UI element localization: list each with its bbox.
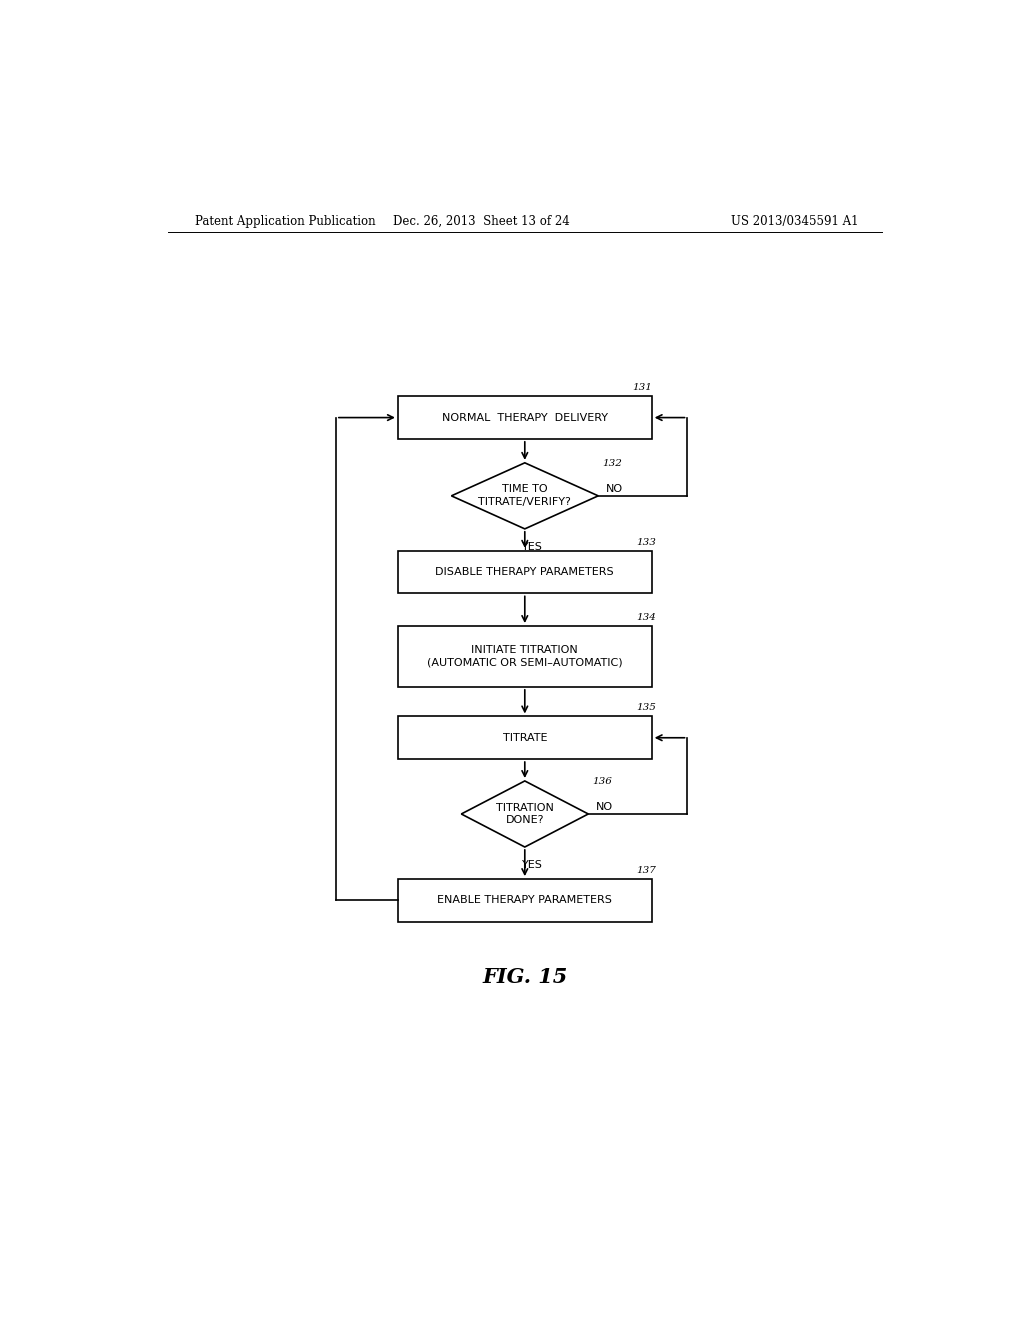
FancyBboxPatch shape [397,717,651,759]
Text: 137: 137 [636,866,655,875]
Text: Patent Application Publication: Patent Application Publication [196,215,376,228]
FancyBboxPatch shape [397,550,651,594]
Text: YES: YES [522,543,543,552]
Text: US 2013/0345591 A1: US 2013/0345591 A1 [731,215,859,228]
FancyBboxPatch shape [397,626,651,686]
Text: Dec. 26, 2013  Sheet 13 of 24: Dec. 26, 2013 Sheet 13 of 24 [393,215,569,228]
Text: NORMAL  THERAPY  DELIVERY: NORMAL THERAPY DELIVERY [441,413,608,422]
Text: ENABLE THERAPY PARAMETERS: ENABLE THERAPY PARAMETERS [437,895,612,906]
Text: TIME TO
TITRATE/VERIFY?: TIME TO TITRATE/VERIFY? [478,484,571,507]
Text: NO: NO [606,483,624,494]
FancyBboxPatch shape [397,396,651,440]
FancyBboxPatch shape [397,879,651,921]
Polygon shape [452,463,598,529]
Text: 131: 131 [632,383,652,392]
Text: 133: 133 [636,537,655,546]
Text: DISABLE THERAPY PARAMETERS: DISABLE THERAPY PARAMETERS [435,568,614,577]
Text: TITRATE: TITRATE [503,733,547,743]
Text: INITIATE TITRATION
(AUTOMATIC OR SEMI–AUTOMATIC): INITIATE TITRATION (AUTOMATIC OR SEMI–AU… [427,645,623,668]
Text: TITRATION
DONE?: TITRATION DONE? [496,803,554,825]
Text: FIG. 15: FIG. 15 [482,966,567,986]
Text: 136: 136 [592,777,612,785]
Text: YES: YES [522,861,543,870]
Text: NO: NO [596,801,613,812]
Polygon shape [461,781,588,847]
Text: 132: 132 [602,459,622,467]
Text: 134: 134 [636,612,655,622]
Text: 135: 135 [636,704,655,713]
